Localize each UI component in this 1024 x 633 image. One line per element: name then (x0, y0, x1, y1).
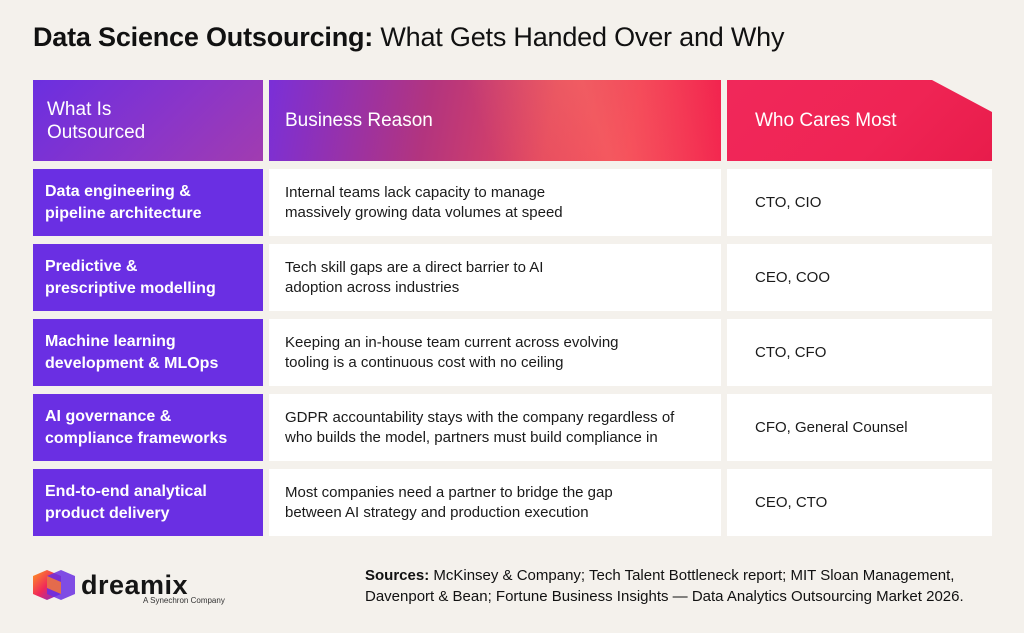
cell-who: CEO, COO (727, 244, 992, 311)
header-what-is-outsourced: What Is Outsourced (33, 80, 263, 161)
cell-who: CTO, CIO (727, 169, 992, 236)
dreamix-logo-icon (33, 570, 75, 600)
cell-who: CEO, CTO (727, 469, 992, 536)
cell-reason: GDPR accountability stays with the compa… (269, 394, 721, 461)
sources-text: McKinsey & Company; Tech Talent Bottlene… (365, 567, 964, 605)
cell-what: Data engineering & pipeline architecture (33, 169, 263, 236)
title-bold: Data Science Outsourcing: (33, 22, 374, 52)
title-rest: What Gets Handed Over and Why (373, 22, 785, 52)
logo-tagline: A Synechron Company (143, 596, 225, 605)
cell-what: Machine learning development & MLOps (33, 319, 263, 386)
cell-who: CFO, General Counsel (727, 394, 992, 461)
header-label: Business Reason (285, 109, 433, 131)
table-row: Predictive & prescriptive modelling Tech… (33, 244, 992, 311)
page-title: Data Science Outsourcing: What Gets Hand… (33, 22, 784, 53)
table-row: Machine learning development & MLOps Kee… (33, 319, 992, 386)
cell-what: End-to-end analytical product delivery (33, 469, 263, 536)
sources-note: Sources: McKinsey & Company; Tech Talent… (365, 565, 1005, 607)
logo-wordmark: dreamix (81, 570, 189, 600)
header-label: What Is Outsourced (47, 98, 146, 143)
sources-label: Sources: (365, 567, 430, 584)
header-business-reason: Business Reason (269, 80, 721, 161)
table-row: End-to-end analytical product delivery M… (33, 469, 992, 536)
cell-what: AI governance & compliance frameworks (33, 394, 263, 461)
cell-reason: Internal teams lack capacity to manage m… (269, 169, 721, 236)
dreamix-logo: dreamix A Synechron Company (33, 568, 233, 608)
cell-reason: Keeping an in-house team current across … (269, 319, 721, 386)
header-who-cares-most: Who Cares Most (727, 80, 992, 161)
table-row: Data engineering & pipeline architecture… (33, 169, 992, 236)
cell-reason: Most companies need a partner to bridge … (269, 469, 721, 536)
cell-reason: Tech skill gaps are a direct barrier to … (269, 244, 721, 311)
table-row: AI governance & compliance frameworks GD… (33, 394, 992, 461)
cell-what: Predictive & prescriptive modelling (33, 244, 263, 311)
cell-who: CTO, CFO (727, 319, 992, 386)
header-glow-decoration (464, 80, 721, 161)
header-corner-cut (932, 80, 992, 112)
header-label: Who Cares Most (755, 109, 897, 131)
